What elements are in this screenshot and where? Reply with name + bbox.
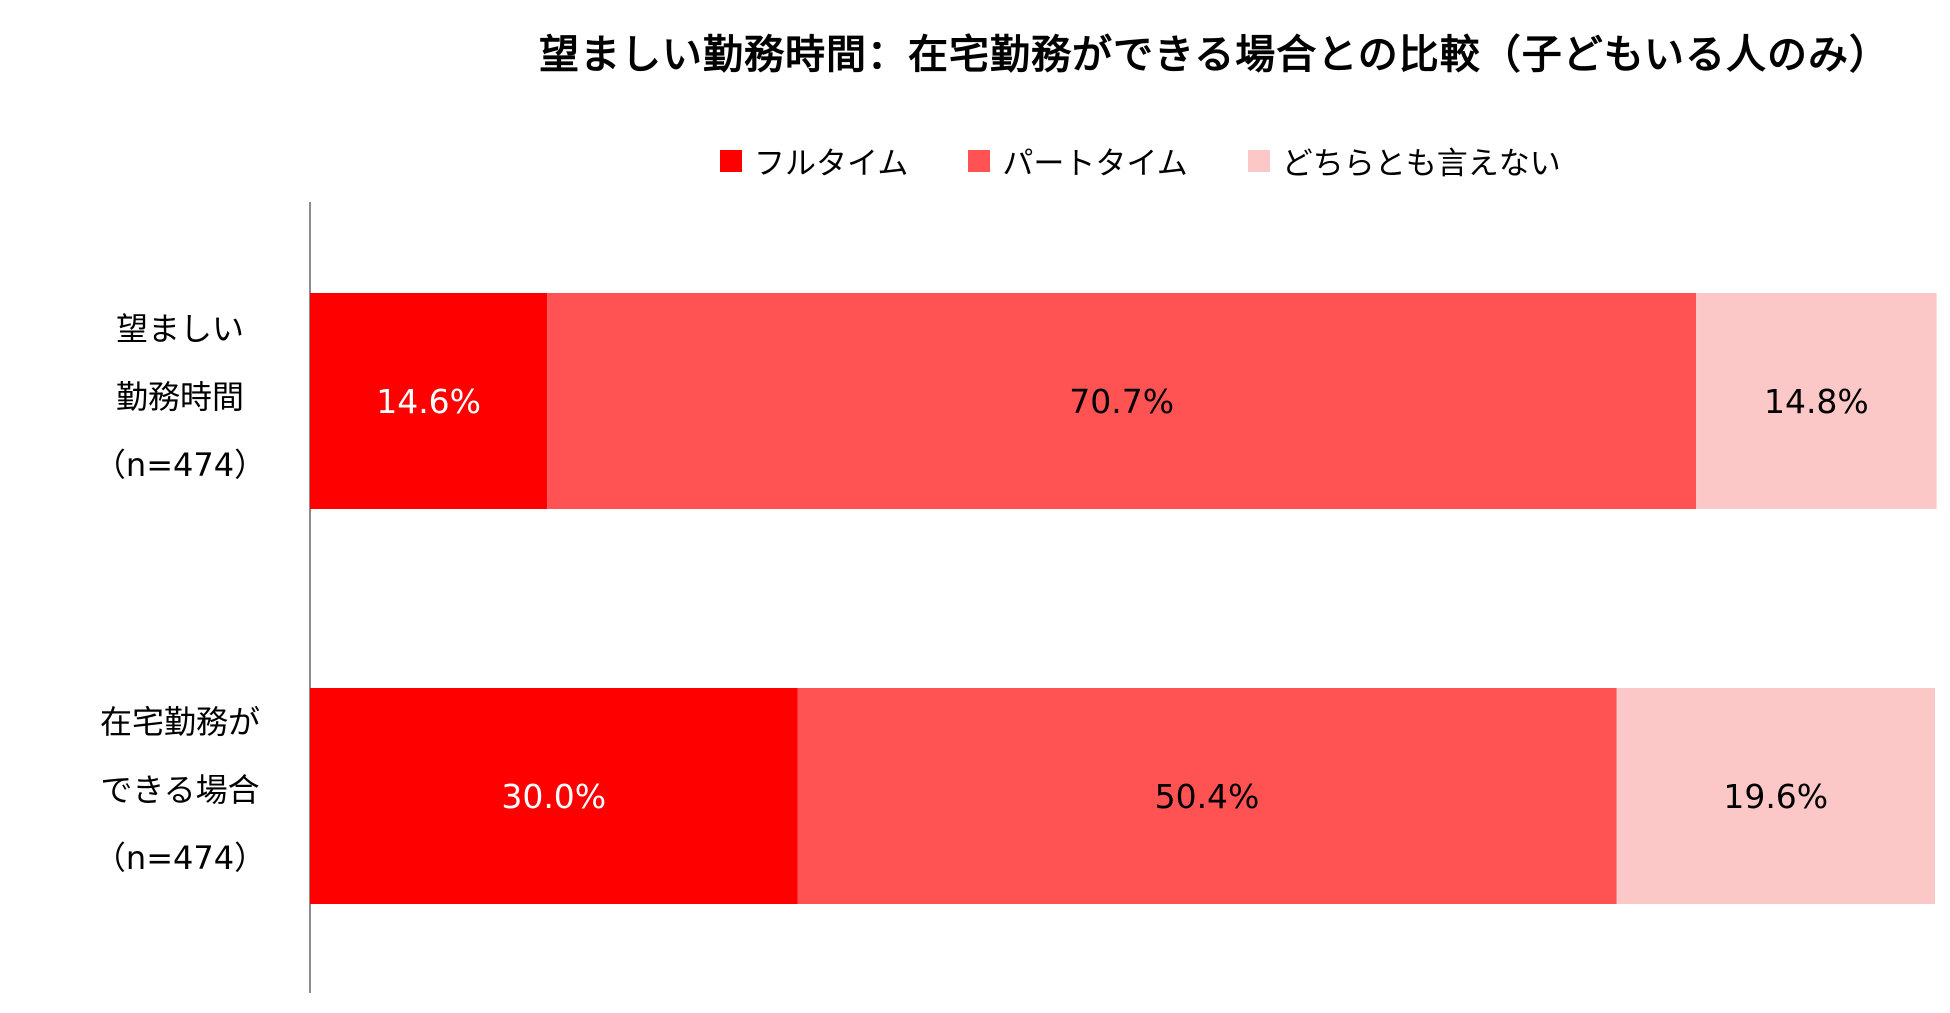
data-label: 14.8% (1764, 382, 1869, 421)
legend-label-fulltime: フルタイム (754, 146, 909, 182)
data-label: 70.7% (1069, 382, 1174, 421)
category-label-line: （n=474） (93, 446, 267, 484)
bar-segment (547, 293, 1697, 509)
data-label: 30.0% (501, 777, 606, 816)
legend-swatch-neither (1247, 149, 1270, 172)
legend-item-neither: どちらとも言えない (1247, 138, 1561, 183)
category-label-line: 勤務時間 (115, 378, 244, 416)
data-label: 14.6% (376, 382, 481, 421)
bar-segment (310, 293, 548, 509)
legend-label-neither: どちらとも言えない (1281, 146, 1561, 182)
bar-segment (1696, 293, 1937, 509)
category-label-line: （n=474） (93, 839, 267, 877)
legend-swatch-parttime (968, 149, 991, 172)
category-label-line: 在宅勤務が (99, 703, 260, 741)
legend-swatch-fulltime (720, 149, 742, 172)
bar-segment (797, 688, 1617, 904)
category-label-desired: 望ましい 勤務時間 （n=474） (30, 295, 330, 499)
legend-item-parttime: パートタイム (968, 138, 1188, 183)
legend: フルタイム パートタイム どちらとも言えない (720, 138, 1561, 183)
data-label: 19.6% (1723, 777, 1828, 816)
legend-label-parttime: パートタイム (1002, 146, 1188, 182)
data-label: 50.4% (1155, 777, 1260, 816)
legend-item-fulltime: フルタイム (720, 138, 908, 183)
category-label-remote: 在宅勤務が できる場合 （n=474） (30, 688, 330, 892)
chart-title: 望ましい勤務時間：在宅勤務ができる場合との比較（子どもいる人のみ） (539, 32, 1890, 78)
category-label-line: できる場合 (100, 771, 260, 809)
bar-segment (310, 688, 798, 904)
category-label-line: 望ましい (115, 310, 244, 348)
bar-segment (1616, 688, 1935, 904)
